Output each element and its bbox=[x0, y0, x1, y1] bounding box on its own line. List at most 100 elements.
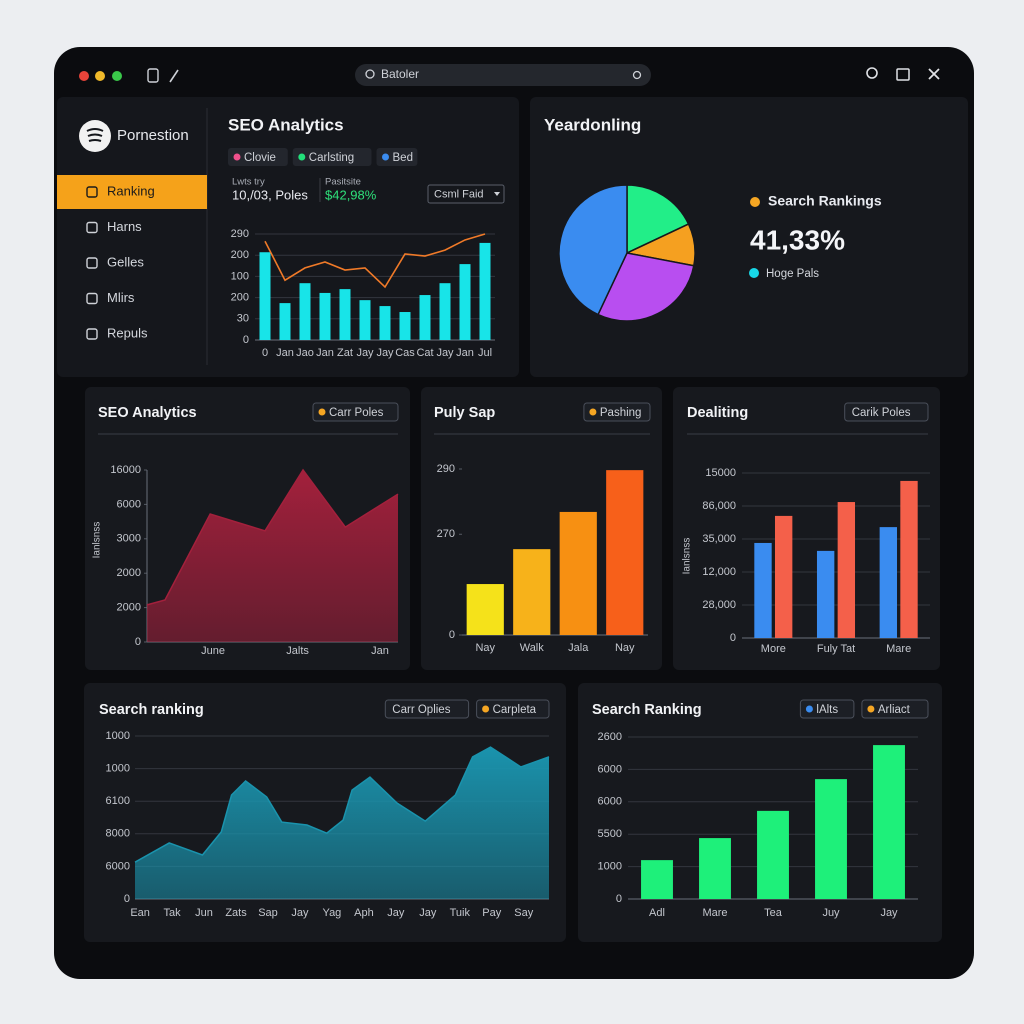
close-icon[interactable] bbox=[928, 68, 940, 80]
area bbox=[147, 470, 398, 642]
pie-slice bbox=[626, 184, 690, 255]
y-tick-label: 0 bbox=[124, 893, 130, 905]
nav-item[interactable]: Gelles bbox=[107, 254, 144, 269]
chip-label: Arliact bbox=[878, 704, 911, 716]
x-tick-label: Yag bbox=[323, 907, 342, 919]
line-series bbox=[264, 233, 486, 289]
bar bbox=[816, 550, 835, 638]
minimize-dot[interactable] bbox=[95, 71, 105, 81]
y-tick-label: 0 bbox=[730, 632, 736, 644]
x-tick-label: Tak bbox=[164, 907, 182, 919]
chip bbox=[292, 148, 372, 166]
chip-dot bbox=[589, 408, 597, 416]
x-tick-label: Nay bbox=[615, 642, 635, 654]
bar bbox=[900, 480, 918, 638]
chip-dot bbox=[298, 153, 306, 161]
x-tick-label: Cat bbox=[416, 347, 433, 359]
x-tick-label: Jan bbox=[371, 645, 389, 657]
bar bbox=[319, 292, 331, 340]
x-tick-label: Juy bbox=[822, 907, 840, 919]
y-tick-label: 200 bbox=[231, 249, 249, 261]
bar bbox=[815, 779, 847, 899]
x-tick-label: Nay bbox=[475, 642, 495, 654]
pie-slice bbox=[597, 252, 695, 322]
share-icon[interactable] bbox=[896, 68, 910, 81]
y-tick-label: 30 bbox=[237, 313, 249, 325]
brand-logo[interactable] bbox=[79, 120, 111, 152]
x-tick-label: Aph bbox=[354, 907, 374, 919]
y-tick-label: 2600 bbox=[598, 731, 622, 743]
x-tick-label: More bbox=[761, 643, 786, 655]
search-bar[interactable] bbox=[355, 64, 651, 86]
x-tick-label: Zat bbox=[337, 347, 353, 359]
nav-icon bbox=[86, 221, 98, 234]
y-tick-label: 0 bbox=[449, 629, 455, 641]
nav-item[interactable]: Repuls bbox=[107, 325, 148, 340]
bar bbox=[419, 295, 431, 340]
zoom-icon[interactable] bbox=[866, 67, 878, 79]
bar bbox=[774, 515, 793, 638]
y-tick-label: 1000 bbox=[106, 763, 130, 775]
legend-label: Search Rankings bbox=[768, 193, 882, 209]
y-tick-label: 2000 bbox=[117, 602, 141, 614]
x-tick-label: Jalts bbox=[286, 645, 309, 657]
zoom-dot[interactable] bbox=[112, 71, 122, 81]
chip-label: Carlsting bbox=[309, 152, 354, 164]
bar bbox=[259, 252, 271, 340]
legend-dot bbox=[750, 197, 760, 207]
y-tick-label: 0 bbox=[135, 636, 141, 648]
chip-label: Clovie bbox=[244, 152, 276, 164]
chart-title: SEO Analytics bbox=[98, 405, 197, 421]
y-tick-label: 1000 bbox=[106, 730, 130, 742]
nav-item[interactable]: Ranking bbox=[107, 183, 155, 198]
x-tick-label: June bbox=[201, 645, 225, 657]
area bbox=[135, 747, 549, 899]
bar bbox=[479, 242, 491, 340]
bar bbox=[641, 860, 673, 899]
y-tick-label: 6000 bbox=[117, 498, 141, 510]
nav-icon bbox=[86, 257, 98, 269]
x-tick-label: 0 bbox=[262, 347, 268, 359]
card bbox=[57, 97, 519, 377]
y-tick-label: 5500 bbox=[598, 828, 622, 840]
x-tick-label: Jun bbox=[195, 907, 213, 919]
bar bbox=[299, 283, 311, 340]
pin-icon[interactable] bbox=[169, 69, 179, 83]
tab-icon[interactable] bbox=[147, 68, 159, 83]
x-tick-label: Tuik bbox=[450, 907, 471, 919]
x-tick-label: Jao bbox=[296, 347, 314, 359]
y-tick-label: 290 bbox=[437, 463, 455, 475]
settings-icon[interactable] bbox=[632, 70, 642, 80]
chip bbox=[312, 402, 399, 422]
bar bbox=[513, 549, 551, 635]
x-tick-label: Cas bbox=[395, 347, 415, 359]
x-tick-label: Jay bbox=[376, 347, 394, 359]
chip-dot bbox=[482, 705, 490, 713]
chip bbox=[228, 148, 288, 166]
x-tick-label: Jay bbox=[387, 907, 405, 919]
nav-item[interactable]: Mlirs bbox=[107, 290, 135, 305]
chart-title: Search ranking bbox=[99, 702, 204, 718]
nav-item[interactable]: Harns bbox=[107, 219, 142, 234]
x-tick-label: Jay bbox=[880, 907, 898, 919]
nav-active bbox=[57, 175, 207, 209]
chip-dot bbox=[382, 153, 389, 161]
x-tick-label: Mare bbox=[886, 643, 911, 655]
bar bbox=[399, 312, 411, 340]
brand-logo-mark bbox=[86, 128, 104, 142]
y-tick-label: 6000 bbox=[598, 763, 622, 775]
close-dot[interactable] bbox=[79, 71, 89, 81]
highlight-value: 41,33% bbox=[750, 224, 845, 255]
chart-title: Search Ranking bbox=[592, 702, 702, 718]
stat-value: 10,/03, Poles bbox=[232, 187, 308, 202]
bar bbox=[559, 511, 597, 635]
area-edge bbox=[146, 468, 399, 606]
stat-label: Lwts try bbox=[232, 177, 265, 188]
dropdown-label: Csml Faid bbox=[434, 188, 484, 200]
bar bbox=[359, 300, 371, 340]
chip-label: Bed bbox=[393, 152, 413, 164]
dropdown[interactable] bbox=[427, 184, 505, 204]
bar bbox=[837, 502, 856, 638]
